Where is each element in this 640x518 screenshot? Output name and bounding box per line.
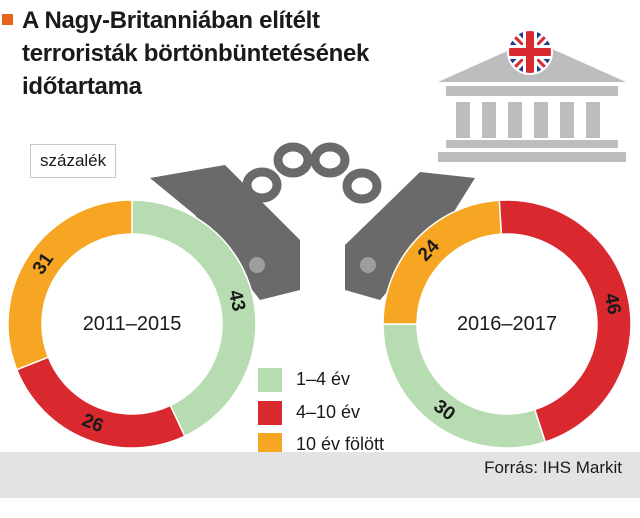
legend-swatch-short <box>258 368 282 392</box>
donut-value-1-short: 43 <box>224 288 249 313</box>
chart-title: A Nagy-Britanniában elítélt terroristák … <box>22 7 370 100</box>
donut-period-label-2: 2016–2017 <box>457 313 557 335</box>
donut-slice-2-long <box>382 199 503 325</box>
donut-slice-2-medium <box>498 199 632 443</box>
footer-bar <box>0 452 640 498</box>
title-marker <box>2 14 13 25</box>
source-note: Forrás: IHS Markit <box>484 458 622 477</box>
handcuffs-icon <box>150 142 475 300</box>
donut-value-2-medium: 46 <box>600 292 625 317</box>
donut-slice-1-long <box>7 199 133 371</box>
legend-label-long: 10 év fölött <box>296 434 385 454</box>
uk-flag-icon <box>507 29 553 75</box>
legend-swatch-medium <box>258 401 282 425</box>
donut-center-2 <box>417 234 597 414</box>
unit-label: százalék <box>30 144 117 178</box>
legend-label-short: 1–4 év <box>296 369 351 389</box>
donut-slice-1-short <box>131 199 257 438</box>
donut-center-1 <box>42 234 222 414</box>
donut-period-label-1: 2011–2015 <box>83 313 182 335</box>
legend-label-medium: 4–10 év <box>296 402 361 422</box>
